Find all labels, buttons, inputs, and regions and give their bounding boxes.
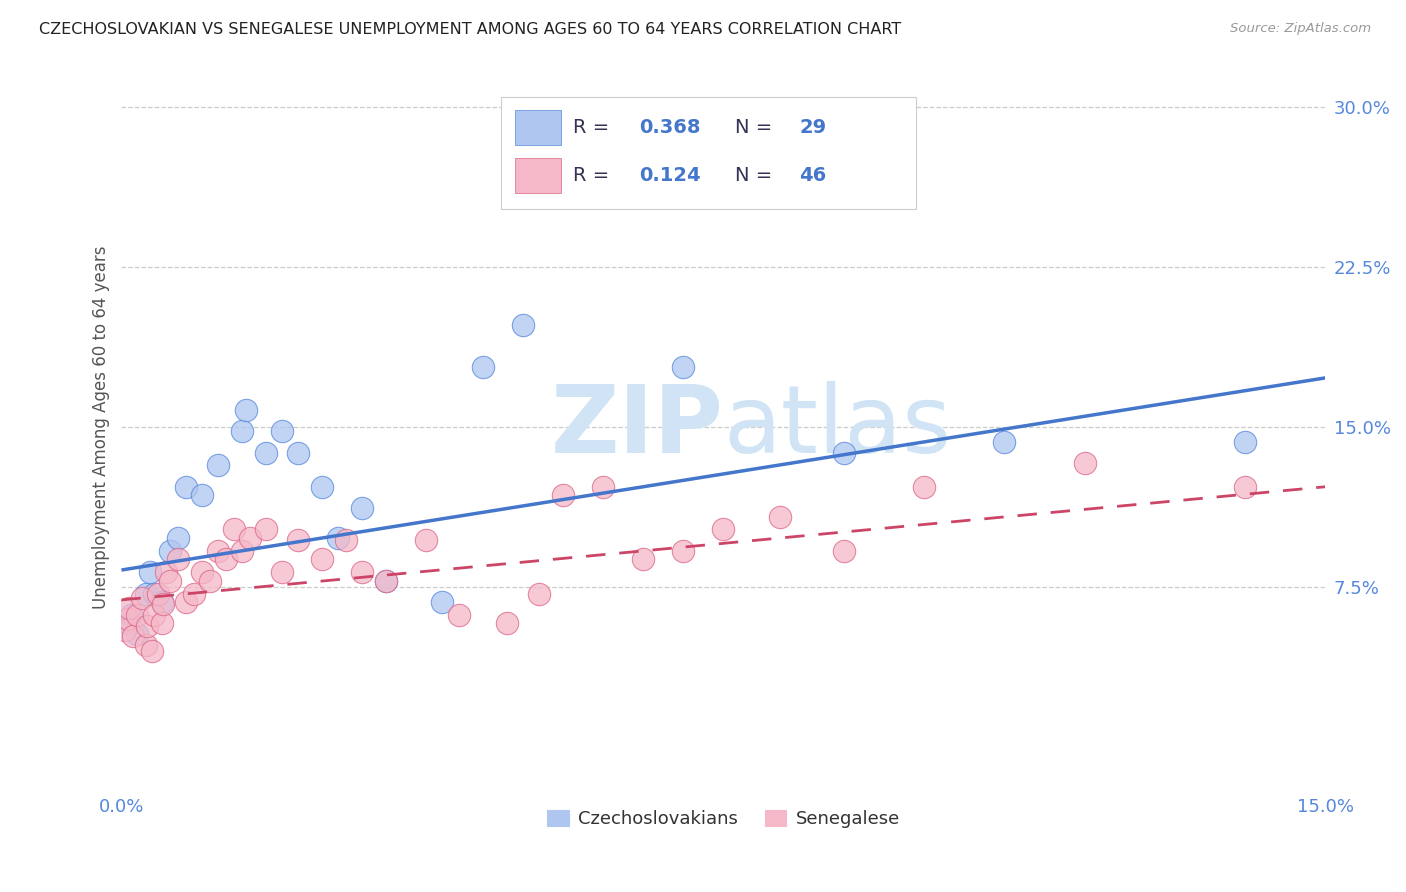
Text: N =: N = [735, 118, 779, 136]
Point [190, 565, 212, 579]
Point [254, 523, 277, 537]
Point [190, 488, 212, 502]
Point [271, 565, 294, 579]
Text: R =: R = [572, 166, 616, 185]
FancyBboxPatch shape [515, 158, 561, 193]
Point [1234, 480, 1257, 494]
Point [198, 574, 221, 588]
Point [575, 153, 598, 168]
Text: 46: 46 [799, 166, 827, 185]
Point [141, 644, 163, 658]
Point [592, 480, 614, 494]
Point [222, 523, 245, 537]
Point [527, 586, 550, 600]
Point [150, 595, 173, 609]
Point [231, 424, 253, 438]
Point [159, 574, 181, 588]
Text: Source: ZipAtlas.com: Source: ZipAtlas.com [1230, 22, 1371, 36]
Point [551, 488, 574, 502]
FancyBboxPatch shape [515, 110, 561, 145]
Point [495, 616, 517, 631]
Point [155, 565, 177, 579]
Point [832, 543, 855, 558]
Point [432, 595, 454, 609]
Point [311, 480, 333, 494]
Text: CZECHOSLOVAKIAN VS SENEGALESE UNEMPLOYMENT AMONG AGES 60 TO 64 YEARS CORRELATION: CZECHOSLOVAKIAN VS SENEGALESE UNEMPLOYME… [39, 22, 901, 37]
Point [136, 618, 159, 632]
Point [174, 595, 197, 609]
Point [127, 627, 149, 641]
Point [166, 531, 188, 545]
Point [672, 360, 695, 375]
Point [512, 318, 534, 332]
Point [447, 607, 470, 622]
Point [287, 533, 309, 548]
Text: ZIP: ZIP [551, 381, 723, 473]
Point [239, 531, 262, 545]
Point [287, 445, 309, 459]
Point [150, 616, 173, 631]
Point [352, 565, 374, 579]
Point [1073, 456, 1095, 470]
Point [631, 552, 654, 566]
Point [254, 445, 277, 459]
Point [134, 586, 156, 600]
Point [122, 629, 145, 643]
Point [120, 607, 142, 622]
Point [711, 523, 734, 537]
Point [912, 480, 935, 494]
Point [207, 458, 229, 473]
Point [183, 586, 205, 600]
Point [215, 552, 238, 566]
Point [235, 403, 257, 417]
Point [117, 616, 139, 631]
Point [271, 424, 294, 438]
Point [134, 638, 156, 652]
Point [231, 543, 253, 558]
Text: 0.368: 0.368 [640, 118, 700, 136]
Point [207, 543, 229, 558]
Point [1234, 434, 1257, 449]
Point [832, 445, 855, 459]
Point [415, 533, 437, 548]
Y-axis label: Unemployment Among Ages 60 to 64 years: Unemployment Among Ages 60 to 64 years [93, 245, 110, 608]
Point [114, 623, 136, 637]
Text: 0.124: 0.124 [640, 166, 700, 185]
Text: atlas: atlas [723, 381, 952, 473]
Legend: Czechoslovakians, Senegalese: Czechoslovakians, Senegalese [540, 803, 907, 835]
Point [159, 543, 181, 558]
Point [672, 543, 695, 558]
Point [127, 607, 149, 622]
Point [146, 586, 169, 600]
Text: R =: R = [572, 118, 616, 136]
FancyBboxPatch shape [501, 96, 915, 210]
Point [131, 591, 153, 605]
Point [118, 601, 141, 615]
Point [311, 552, 333, 566]
Point [335, 533, 357, 548]
Point [117, 612, 139, 626]
Point [768, 509, 790, 524]
Point [375, 574, 398, 588]
Point [471, 360, 494, 375]
Point [375, 574, 398, 588]
Point [326, 531, 349, 545]
Point [352, 501, 374, 516]
Point [166, 552, 188, 566]
Point [993, 434, 1015, 449]
Point [138, 565, 160, 579]
Point [142, 607, 165, 622]
Text: N =: N = [735, 166, 779, 185]
Point [174, 480, 197, 494]
Point [142, 586, 165, 600]
Text: 29: 29 [799, 118, 827, 136]
Point [152, 597, 174, 611]
